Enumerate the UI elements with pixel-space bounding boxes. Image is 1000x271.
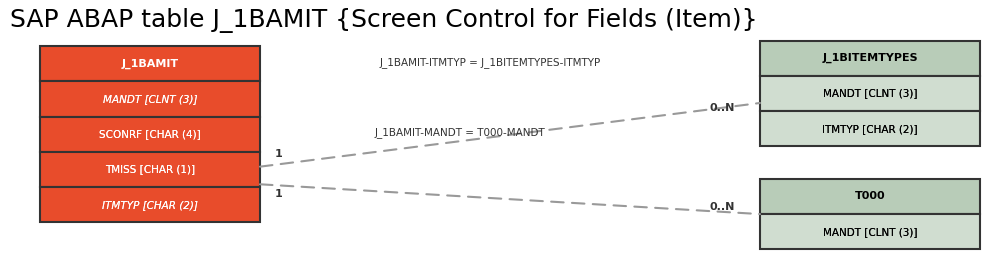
Text: MANDT [CLNT (3)]: MANDT [CLNT (3)] [823, 227, 917, 237]
Text: ITMTYP [CHAR (2)]: ITMTYP [CHAR (2)] [102, 200, 198, 209]
Text: 1: 1 [275, 150, 283, 159]
FancyBboxPatch shape [40, 117, 260, 152]
FancyBboxPatch shape [760, 76, 980, 111]
FancyBboxPatch shape [40, 81, 260, 117]
Text: SAP ABAP table J_1BAMIT {Screen Control for Fields (Item)}: SAP ABAP table J_1BAMIT {Screen Control … [10, 8, 758, 33]
Text: ITMTYP [CHAR (2)]: ITMTYP [CHAR (2)] [822, 124, 918, 134]
FancyBboxPatch shape [40, 46, 260, 81]
Text: 0..N: 0..N [710, 202, 735, 212]
Text: J_1BITEMTYPES: J_1BITEMTYPES [822, 53, 918, 63]
Text: ITMTYP [CHAR (2)]: ITMTYP [CHAR (2)] [822, 124, 918, 134]
Text: SCONRF [CHAR (4)]: SCONRF [CHAR (4)] [99, 129, 201, 139]
Text: MANDT [CLNT (3)]: MANDT [CLNT (3)] [103, 94, 197, 104]
Text: ITMTYP [CHAR (2)]: ITMTYP [CHAR (2)] [102, 200, 198, 209]
Text: J_1BAMIT-ITMTYP = J_1BITEMTYPES-ITMTYP: J_1BAMIT-ITMTYP = J_1BITEMTYPES-ITMTYP [379, 57, 601, 68]
Text: MANDT [CLNT (3)]: MANDT [CLNT (3)] [823, 227, 917, 237]
Text: TMISS [CHAR (1)]: TMISS [CHAR (1)] [105, 164, 195, 174]
Text: MANDT [CLNT (3)]: MANDT [CLNT (3)] [103, 94, 197, 104]
Text: J_1BAMIT: J_1BAMIT [121, 59, 179, 69]
FancyBboxPatch shape [40, 152, 260, 187]
FancyBboxPatch shape [760, 111, 980, 146]
Text: TMISS [CHAR (1)]: TMISS [CHAR (1)] [105, 164, 195, 174]
Text: SCONRF [CHAR (4)]: SCONRF [CHAR (4)] [99, 129, 201, 139]
Text: MANDT [CLNT (3)]: MANDT [CLNT (3)] [823, 89, 917, 98]
FancyBboxPatch shape [760, 41, 980, 76]
Text: T000: T000 [855, 192, 885, 201]
Text: MANDT [CLNT (3)]: MANDT [CLNT (3)] [823, 89, 917, 98]
Text: 0..N: 0..N [710, 104, 735, 113]
FancyBboxPatch shape [40, 187, 260, 222]
FancyBboxPatch shape [760, 214, 980, 249]
Text: 1: 1 [275, 189, 283, 199]
Text: J_1BAMIT-MANDT = T000-MANDT: J_1BAMIT-MANDT = T000-MANDT [375, 127, 545, 138]
FancyBboxPatch shape [760, 179, 980, 214]
